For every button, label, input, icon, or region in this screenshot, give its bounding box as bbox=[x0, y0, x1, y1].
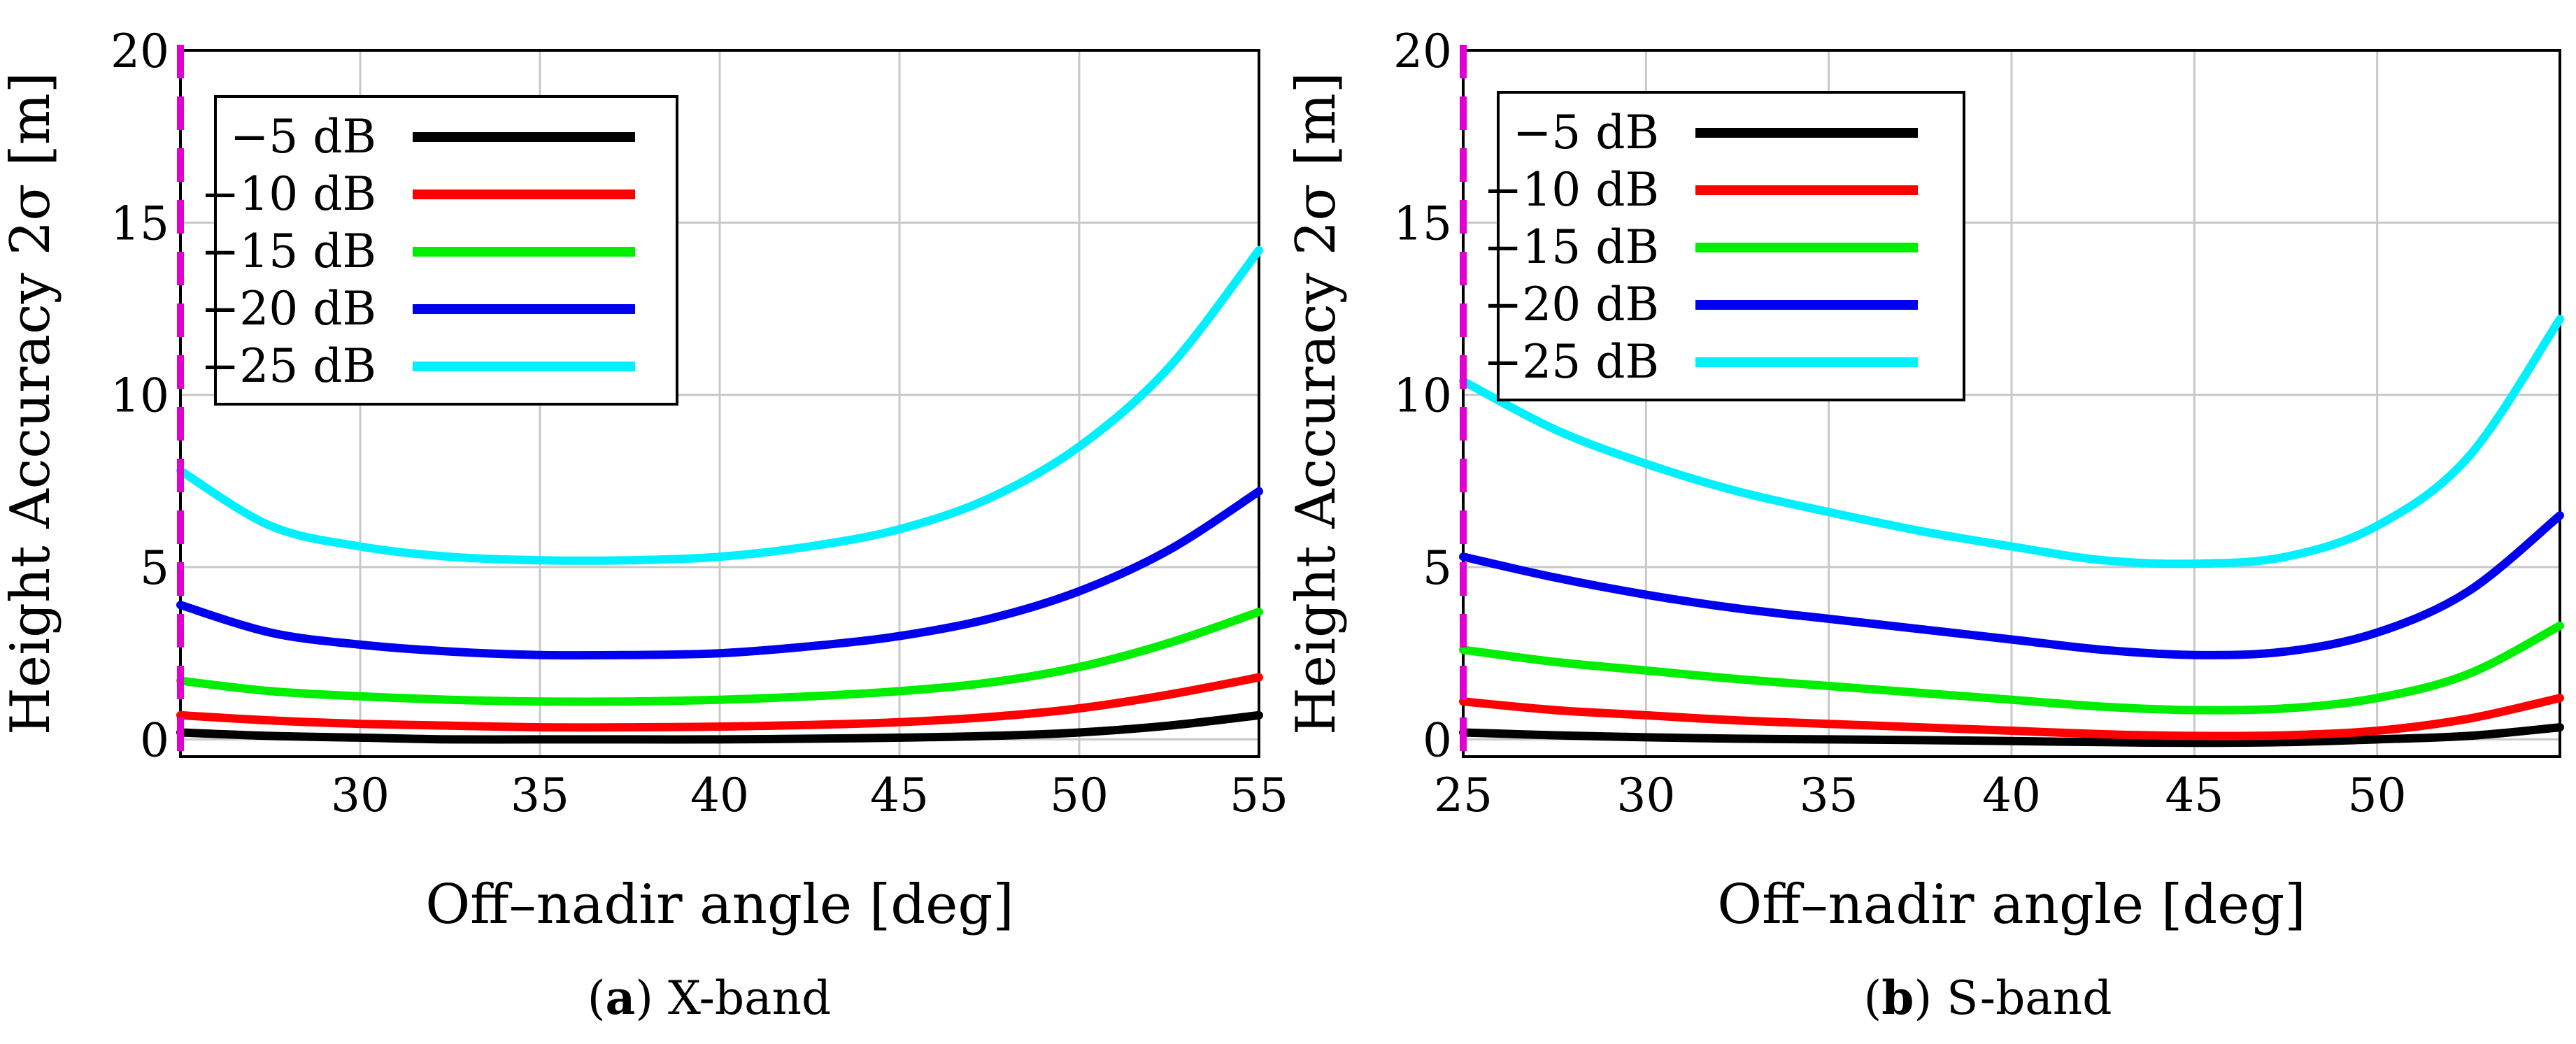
series-line-5 bbox=[176, 245, 1263, 565]
y-tick-label: 5 bbox=[140, 541, 169, 595]
y-tick-label: 0 bbox=[140, 713, 169, 767]
y-tick-label: 0 bbox=[1423, 713, 1452, 767]
x-tick-label: 40 bbox=[690, 768, 749, 822]
y-tick-label: 5 bbox=[1423, 541, 1452, 595]
caption-text: S-band bbox=[1947, 971, 2112, 1025]
y-axis-label: Height Accuracy 2σ [m] bbox=[0, 72, 62, 735]
x-tick-label: 40 bbox=[1982, 768, 2041, 822]
plot-frame bbox=[179, 49, 1260, 758]
panel-caption: (a) X-band bbox=[588, 971, 832, 1025]
x-tick-label: 45 bbox=[2165, 768, 2223, 822]
chart-panel-b: 25 30 35 40 45 50 0 5 10 15 20 Off–nadir angle [deg… bbox=[1285, 24, 2564, 1025]
caption-letter: a bbox=[605, 971, 635, 1025]
x-tick-label: 45 bbox=[870, 768, 929, 822]
x-axis-label: Off–nadir angle [deg] bbox=[1717, 873, 2306, 936]
x-tick-label: 50 bbox=[2348, 768, 2407, 822]
panel-caption: (b) S-band bbox=[1864, 971, 2112, 1025]
series-line-3 bbox=[176, 608, 1263, 706]
y-tick-label: 10 bbox=[111, 369, 169, 423]
y-tick-label: 15 bbox=[111, 196, 169, 250]
legend: −5 dB−10 dB−15 dB−20 dB−25 dB bbox=[201, 95, 678, 406]
caption-paren: ) bbox=[635, 971, 668, 1025]
series-line-4 bbox=[176, 487, 1263, 660]
legend-label: −20 dB bbox=[201, 282, 376, 336]
x-tick-label: 30 bbox=[1616, 768, 1675, 822]
x-tick-label: 35 bbox=[511, 768, 569, 822]
legend: −5 dB−10 dB−15 dB−20 dB−25 dB bbox=[1483, 91, 1965, 401]
y-tick-label: 20 bbox=[1393, 24, 1452, 78]
y-tick-label: 20 bbox=[111, 24, 169, 78]
chart-panel-a: 30 35 40 45 50 55 0 5 10 15 20 Off–nadir angle [deg… bbox=[0, 24, 1288, 1025]
series-line-2 bbox=[176, 673, 1263, 732]
x-axis-label: Off–nadir angle [deg] bbox=[425, 873, 1014, 936]
caption-letter: b bbox=[1881, 971, 1914, 1025]
caption-paren: ( bbox=[588, 971, 606, 1025]
y-axis-label: Height Accuracy 2σ [m] bbox=[1285, 72, 1348, 735]
x-tick-label: 25 bbox=[1434, 768, 1493, 822]
caption-text: X-band bbox=[668, 971, 831, 1025]
legend-label: −25 dB bbox=[201, 339, 376, 393]
x-tick-label: 50 bbox=[1050, 768, 1109, 822]
x-tick-label: 55 bbox=[1230, 768, 1288, 822]
series-line-5 bbox=[1459, 315, 2564, 569]
legend-label: −20 dB bbox=[1483, 278, 1659, 331]
caption-paren: ) bbox=[1914, 971, 1947, 1025]
caption-paren: ( bbox=[1864, 971, 1882, 1025]
series-line-4 bbox=[1459, 511, 2564, 659]
x-tick-label: 35 bbox=[1800, 768, 1858, 822]
legend-label: −25 dB bbox=[1483, 335, 1659, 389]
legend-label: −15 dB bbox=[1483, 220, 1659, 274]
legend-label: −5 dB bbox=[230, 110, 376, 164]
legend-label: −5 dB bbox=[1513, 106, 1659, 159]
legend-label: −15 dB bbox=[201, 224, 376, 278]
series-line-1 bbox=[176, 710, 1263, 744]
legend-label: −10 dB bbox=[201, 167, 376, 221]
x-tick-label: 30 bbox=[331, 768, 390, 822]
y-tick-label: 10 bbox=[1393, 369, 1452, 423]
legend-label: −10 dB bbox=[1483, 163, 1659, 217]
y-tick-label: 15 bbox=[1393, 196, 1452, 250]
series-line-3 bbox=[1459, 621, 2564, 715]
series-line-1 bbox=[1459, 723, 2564, 748]
plot-frame bbox=[1462, 49, 2561, 758]
series-line-2 bbox=[1459, 694, 2564, 741]
